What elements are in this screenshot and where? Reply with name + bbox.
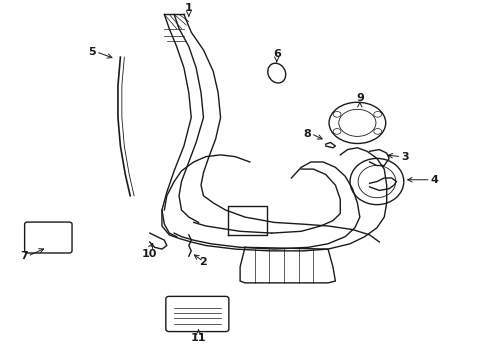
Text: 3: 3 — [401, 152, 409, 162]
Text: 7: 7 — [20, 251, 27, 261]
Text: 2: 2 — [199, 257, 207, 266]
Text: 8: 8 — [303, 129, 311, 139]
Text: 4: 4 — [431, 175, 439, 185]
Text: 1: 1 — [185, 3, 193, 13]
Text: 5: 5 — [88, 47, 96, 57]
Text: 6: 6 — [273, 49, 281, 59]
Text: 10: 10 — [142, 249, 157, 259]
Text: 9: 9 — [356, 93, 364, 103]
Text: 11: 11 — [191, 333, 206, 343]
